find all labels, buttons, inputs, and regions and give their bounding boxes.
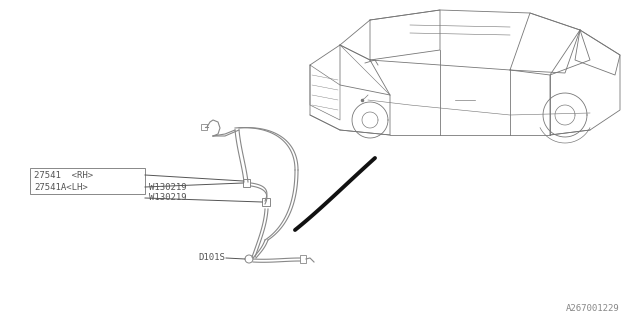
Text: W130219: W130219 [149,182,187,191]
Text: D101S: D101S [198,253,225,262]
Bar [30,168,145,194]
Text: W130219: W130219 [149,194,187,203]
Text: 27541  <RH>: 27541 <RH> [34,171,93,180]
Bar [243,179,250,187]
Bar [300,255,306,263]
Circle shape [245,255,253,263]
Text: 27541A<LH>: 27541A<LH> [34,182,88,191]
Bar [201,124,207,130]
Text: A267001229: A267001229 [566,304,620,313]
Bar [262,198,270,206]
